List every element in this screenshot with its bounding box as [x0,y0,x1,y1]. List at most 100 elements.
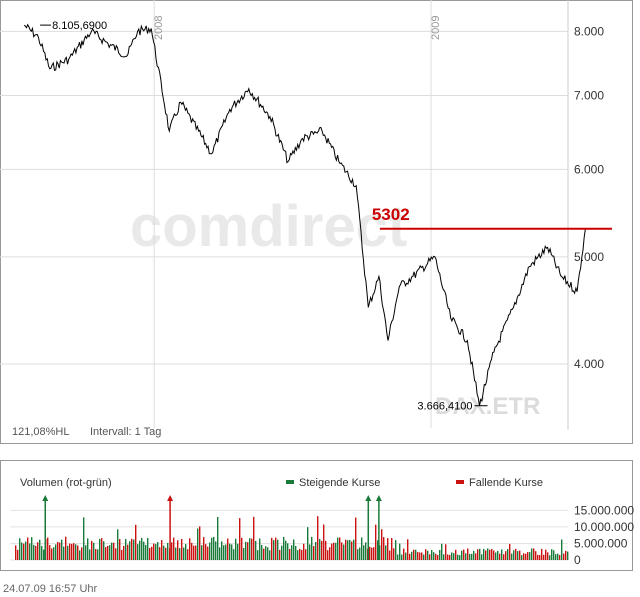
volume-bar [277,539,279,560]
volume-bar [79,550,81,560]
info-hl: 121,08%HL [12,426,70,438]
volume-bar [175,547,177,560]
volume-y-tick-label: 5.000.000 [574,536,628,550]
volume-bar [69,543,71,560]
volume-bar [381,529,383,560]
volume-bar [379,545,381,560]
volume-bar [187,549,189,560]
volume-bar [235,538,237,560]
year-marks: 2008 2009 [153,0,442,428]
volume-bar [365,542,367,560]
price-annotations: 8.105,6900 3.666,4100 [40,20,488,413]
volume-bar [119,539,121,560]
volume-bar [61,539,63,560]
volume-bar [347,540,349,560]
volume-bar [145,544,147,560]
volume-bar [271,537,273,560]
volume-bar [251,538,253,560]
volume-bar [483,548,485,560]
volume-bar [113,542,115,560]
volume-bar [561,539,563,560]
volume-bar [171,542,173,560]
volume-bar [211,537,213,560]
volume-bar [311,536,313,560]
price-grid [0,0,569,430]
volume-bar [327,550,329,560]
volume-bar [401,554,403,560]
legend-down-label: Fallende Kurse [469,477,543,489]
volume-bar [565,550,567,560]
volume-bar [27,537,29,560]
volume-bar [395,540,397,560]
price-y-tick-label: 7.000 [574,88,604,102]
volume-bar [149,547,151,560]
volume-bar [493,550,495,560]
volume-bar [533,548,535,560]
volume-bar [497,550,499,560]
volume-bar [377,540,379,560]
volume-bar [67,545,69,560]
volume-bar [375,524,377,560]
volume-bar [467,548,469,560]
volume-bar [77,545,79,560]
volume-bar [407,539,409,560]
volume-bar [165,547,167,560]
volume-chart: Volumen (rot-grün) Steigende Kurse Falle… [0,460,634,571]
volume-bar [35,545,37,560]
volume-bar [393,548,395,560]
volume-bar [465,553,467,560]
volume-bar [87,538,89,560]
volume-bar [161,540,163,560]
volume-bar [257,550,259,560]
volume-bar [307,527,309,560]
volume-bar [485,550,487,560]
volume-bar [41,546,43,560]
volume-bar [321,540,323,560]
volume-bar [331,543,333,560]
volume-bar [435,553,437,560]
volume-bar [341,542,343,560]
volume-bar [147,537,149,560]
volume-bar [139,540,141,560]
volume-bar [357,549,359,560]
volume-bar [507,549,509,560]
volume-bar [143,541,145,560]
volume-bar [115,548,117,560]
volume-bar [329,547,331,560]
volume-bar [217,517,219,560]
volume-bar [529,552,531,560]
volume-bar [241,537,243,560]
volume-bar [305,549,307,560]
volume-bar [387,538,389,560]
volume-bar [339,537,341,560]
volume-bar [155,544,157,560]
volume-bar [567,551,569,560]
volume-bar [109,545,111,560]
volume-bar [131,538,133,560]
volume-bar [43,549,45,560]
volume-bar [15,545,17,560]
volume-bar [519,550,521,560]
volume-bar [93,542,95,560]
volume-bar [419,552,421,560]
volume-bar [85,545,87,560]
volume-bar [275,537,277,560]
volume-bar [549,555,551,560]
volume-bar [253,516,255,560]
volume-bar [289,548,291,560]
volume-bar [203,537,205,560]
volume-bar [481,554,483,560]
volume-bar [335,542,337,560]
volume-bar [543,554,545,560]
volume-bar [279,549,281,560]
volume-bar [449,554,451,560]
volume-bar [447,554,449,560]
info-interval: Intervall: 1 Tag [90,426,161,438]
volume-bar [293,539,295,560]
volume-bar [285,540,287,560]
volume-bar [397,554,399,560]
volume-spike-arrow [42,495,49,501]
volume-bar [231,544,233,560]
volume-bar [539,555,541,560]
price-y-tick-label: 8.000 [574,24,604,38]
